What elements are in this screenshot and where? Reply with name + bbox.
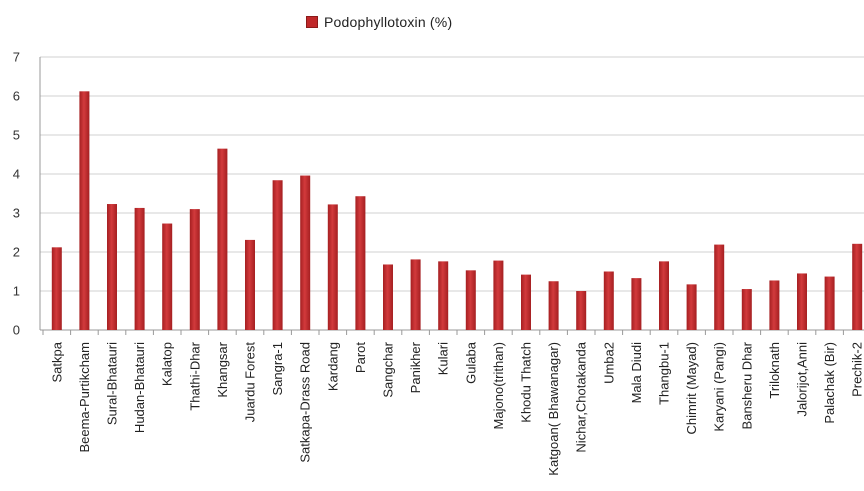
x-tick-label: Jalorijot,Anni bbox=[795, 342, 810, 417]
x-tick-label: Katgoan( Bhawanagar) bbox=[546, 342, 561, 476]
x-tick-label: Hudan-Bhatauri bbox=[132, 342, 147, 433]
y-tick-label: 0 bbox=[13, 323, 20, 338]
x-tick-label: Karyani (Pangi) bbox=[712, 342, 727, 432]
x-tick-label: Khodu Thatch bbox=[519, 342, 534, 423]
bar bbox=[797, 273, 807, 330]
x-tick-label: Majono(trithan) bbox=[491, 342, 506, 429]
bar bbox=[686, 284, 697, 330]
bar bbox=[355, 196, 366, 330]
x-tick-label: Satkapa-Drass Road bbox=[298, 342, 313, 463]
x-tick-label: Khangsar bbox=[215, 341, 230, 397]
bar bbox=[714, 244, 725, 330]
legend: Podophyllotoxin (%) bbox=[306, 12, 452, 32]
x-tick-label: Thathi-Dhar bbox=[187, 341, 202, 410]
bar bbox=[272, 180, 283, 330]
x-tick-label: Gulaba bbox=[463, 341, 478, 384]
x-tick-label: Satkpa bbox=[49, 341, 64, 382]
y-tick-label: 1 bbox=[13, 284, 20, 299]
x-tick-label: Umba2 bbox=[601, 342, 616, 384]
x-tick-label: Sangra-1 bbox=[270, 342, 285, 395]
x-tick-label: Bansheru Dhar bbox=[739, 341, 754, 429]
x-tick-label: Kardang bbox=[325, 342, 340, 391]
y-tick-label: 7 bbox=[13, 50, 20, 65]
x-tick-label: Panikher bbox=[408, 341, 423, 393]
x-tick-label: Chimrit (Mayad) bbox=[684, 342, 699, 434]
bar bbox=[631, 278, 642, 330]
bar bbox=[327, 204, 338, 330]
bar bbox=[410, 259, 421, 330]
y-tick-label: 2 bbox=[13, 245, 20, 260]
x-tick-label: Sural-Bhatauri bbox=[105, 342, 120, 425]
x-tick-label: Beema-Purtikcham bbox=[77, 342, 92, 453]
x-tick-label: Palachak (Bir) bbox=[822, 342, 837, 424]
legend-swatch bbox=[306, 16, 318, 28]
x-tick-label: Prechik-2 bbox=[850, 342, 864, 397]
bar bbox=[741, 289, 752, 330]
bar bbox=[134, 207, 145, 330]
bar bbox=[383, 264, 393, 330]
x-tick-label: Kalatop bbox=[160, 342, 175, 386]
bar bbox=[769, 280, 780, 330]
x-tick-label: Mala Diudi bbox=[629, 342, 644, 404]
x-tick-label: Nichar,Chotakanda bbox=[574, 341, 589, 452]
y-tick-label: 6 bbox=[13, 89, 20, 104]
bar bbox=[162, 223, 173, 330]
x-tick-label: Thangbu-1 bbox=[657, 342, 672, 405]
bar bbox=[659, 261, 669, 330]
bar bbox=[189, 209, 200, 330]
bar bbox=[51, 247, 62, 330]
bar bbox=[79, 91, 90, 330]
bar bbox=[603, 271, 614, 330]
legend-label: Podophyllotoxin (%) bbox=[324, 14, 453, 30]
bar bbox=[465, 270, 476, 330]
bar bbox=[438, 261, 449, 330]
x-tick-label: Kulari bbox=[436, 342, 451, 375]
bar bbox=[521, 274, 531, 330]
bar bbox=[493, 260, 504, 330]
bar bbox=[548, 281, 559, 330]
y-tick-label: 4 bbox=[13, 167, 20, 182]
bar bbox=[245, 239, 255, 330]
x-tick-label: Triloknath bbox=[767, 342, 782, 399]
x-tick-label: Juardu Forest bbox=[243, 342, 258, 423]
bar bbox=[824, 276, 835, 330]
y-tick-label: 3 bbox=[13, 206, 20, 221]
bar bbox=[300, 175, 311, 330]
bar bbox=[576, 291, 587, 330]
y-tick-label: 5 bbox=[13, 128, 20, 143]
bar bbox=[107, 204, 117, 330]
x-tick-label: Parot bbox=[353, 342, 368, 373]
bar bbox=[217, 148, 228, 330]
bar bbox=[852, 243, 863, 330]
x-tick-label: Sangchar bbox=[381, 341, 396, 397]
